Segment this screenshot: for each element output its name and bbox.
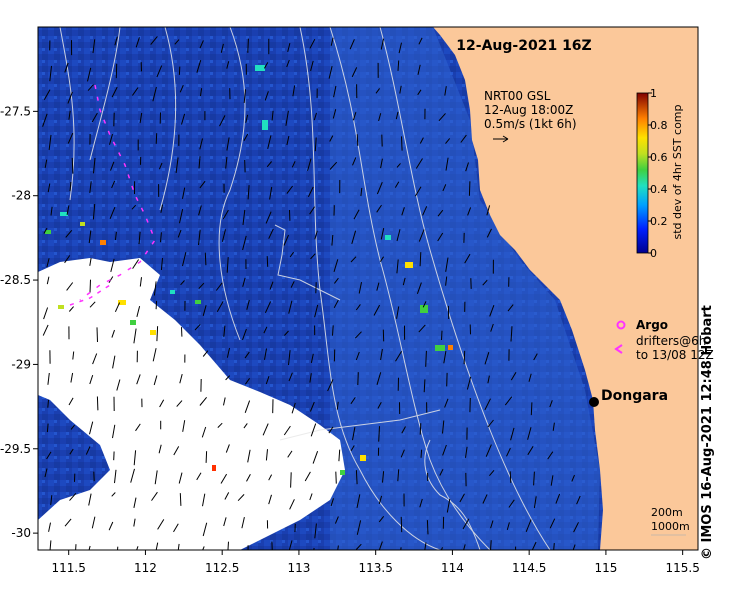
current-arrow	[421, 450, 422, 458]
colorbar-tick-label: 0.4	[650, 183, 668, 196]
y-tick-label: -30	[11, 526, 31, 540]
current-arrow	[206, 451, 207, 463]
colorbar-tick-label: 0.8	[650, 119, 668, 132]
place-label-dongara: Dongara	[601, 388, 668, 404]
current-arrow	[402, 136, 403, 150]
plot-area	[38, 27, 698, 563]
current-arrow	[531, 402, 532, 415]
x-tick-label: 111.5	[52, 561, 86, 575]
y-tick-label: -28	[11, 189, 31, 203]
copyright-notice: © IMOS 16-Aug-2021 12:48 Hobart	[700, 305, 715, 560]
current-arrow	[469, 181, 470, 196]
y-tick-label: -27.5	[0, 104, 31, 118]
current-arrow	[442, 331, 443, 340]
current-arrow	[157, 326, 158, 341]
current-arrow	[156, 301, 157, 309]
current-arrow	[424, 379, 425, 392]
current-arrow	[398, 61, 399, 71]
x-tick-label: 113.5	[358, 561, 392, 575]
current-arrow	[47, 424, 48, 433]
x-tick-label: 112.5	[205, 561, 239, 575]
current-arrow	[426, 351, 427, 367]
current-arrow	[420, 252, 421, 266]
current-arrow	[358, 372, 359, 385]
y-tick-label: -29	[11, 357, 31, 371]
current-arrow	[48, 400, 49, 408]
x-tick-label: 115	[594, 561, 617, 575]
current-arrow	[401, 517, 402, 532]
wind-info-line1: NRT00 GSL	[484, 89, 551, 103]
current-arrow	[156, 133, 157, 144]
current-arrow	[272, 542, 273, 557]
colorbar-tick-label: 0	[650, 247, 657, 260]
colorbar-gradient	[637, 93, 648, 253]
x-tick-label: 115.5	[665, 561, 699, 575]
y-tick-label: -28.5	[0, 273, 31, 287]
current-arrow	[357, 134, 358, 146]
x-tick-label: 114.5	[512, 561, 546, 575]
depth-legend-line1: 200m	[651, 506, 683, 519]
current-arrow	[97, 397, 98, 411]
current-arrow	[420, 423, 421, 434]
current-arrow	[336, 472, 337, 484]
current-arrow	[464, 351, 465, 364]
current-arrow	[180, 493, 181, 506]
wind-info-line2: 12-Aug 18:00Z	[484, 103, 573, 117]
current-arrow	[90, 280, 91, 293]
map-title: 12-Aug-2021 16Z	[456, 38, 591, 54]
current-arrow	[356, 470, 357, 484]
colorbar-tick-label: 1	[650, 87, 657, 100]
colorbar-label: std dev of 4hr SST comp	[671, 104, 684, 239]
current-arrow	[333, 325, 334, 335]
wind-info-line3: 0.5m/s (1kt 6h)	[484, 117, 577, 131]
current-arrow	[248, 39, 249, 53]
current-arrow	[291, 472, 292, 487]
depth-legend-line2: 1000m	[651, 520, 690, 533]
current-arrow	[205, 253, 206, 266]
x-tick-label: 112	[134, 561, 157, 575]
current-arrow	[427, 520, 428, 534]
y-tick-label: -29.5	[0, 442, 31, 456]
current-arrow	[510, 471, 511, 483]
colorbar-tick-label: 0.2	[650, 215, 668, 228]
current-arrow	[97, 327, 98, 342]
legend-drifters-line1: drifters@6h	[636, 334, 706, 348]
x-tick-label: 113	[287, 561, 310, 575]
dongara-marker	[589, 397, 599, 407]
current-arrow	[267, 256, 268, 267]
x-tick-label: 114	[441, 561, 464, 575]
current-arrow	[72, 158, 73, 174]
legend-argo-label: Argo	[636, 318, 668, 332]
current-arrow	[76, 544, 77, 552]
current-arrow	[491, 540, 492, 551]
colorbar-tick-label: 0.6	[650, 151, 668, 164]
